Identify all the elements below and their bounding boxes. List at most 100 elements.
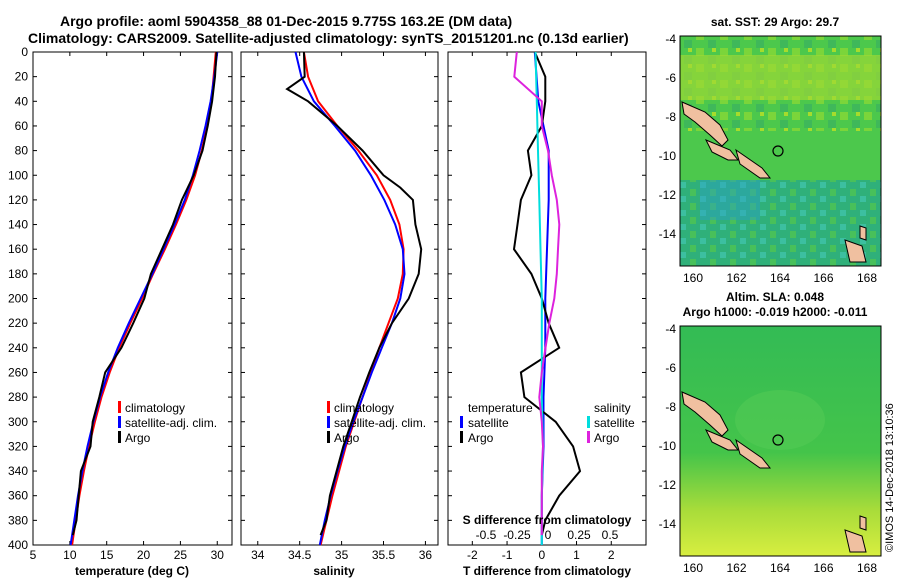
- depth-tick-label: 160: [8, 242, 28, 256]
- depth-tick-label: 340: [8, 464, 28, 478]
- legend-climatology: climatology: [334, 401, 394, 415]
- x-tick-label: 25: [174, 548, 188, 562]
- legend-s-satellite: satellite: [594, 416, 635, 430]
- map-x-tick-label: 168: [857, 271, 877, 285]
- map-y-tick-label: -6: [665, 361, 676, 375]
- map-y-tick-label: -4: [665, 32, 676, 46]
- plot-frame: [32, 51, 233, 546]
- sla-island-2: [704, 429, 740, 451]
- legend-swatch-satellite: [327, 416, 330, 428]
- map-y-tick-label: -8: [665, 400, 676, 414]
- difference-panel: -2 -1 0 1 2 -0.5 -0.25 0 0.25 0.5: [447, 51, 647, 562]
- figure-title-line1: Argo profile: aoml 5904358_88 01-Dec-201…: [60, 13, 512, 29]
- legend-swatch-climatology: [327, 401, 330, 413]
- legend-swatch-s-argo: [587, 431, 590, 443]
- depth-tick-label: 60: [15, 119, 29, 133]
- legend-swatch-argo: [327, 431, 330, 443]
- sst-map: [679, 35, 882, 267]
- x-tick-label: 5: [30, 548, 37, 562]
- legend-swatch-satellite: [118, 416, 121, 428]
- s-diff-tick-label: 0.5: [602, 528, 619, 542]
- series-line-satellite-adj-clim-: [294, 51, 406, 546]
- sla-map-frame: [679, 325, 882, 557]
- s-difference-axis-label: S difference from climatology: [463, 513, 632, 527]
- map-y-tick-label: -12: [659, 478, 677, 492]
- map-x-tick-label: 162: [726, 271, 746, 285]
- map-x-tick-label: 160: [683, 561, 703, 575]
- series-line-argo: [71, 51, 218, 536]
- depth-tick-label: 40: [15, 94, 29, 108]
- sla-island-4: [844, 529, 867, 553]
- depth-tick-label: 120: [8, 193, 28, 207]
- sla-map: [679, 325, 882, 557]
- series-line-argo: [285, 51, 423, 536]
- salinity-axis-label: salinity: [313, 564, 355, 578]
- series-line-s-argo: [513, 51, 561, 536]
- map-y-tick-label: -14: [659, 517, 677, 531]
- x-tick-label: 0: [538, 548, 545, 562]
- x-tick-label: 1: [573, 548, 580, 562]
- legend-swatch-argo: [118, 431, 121, 443]
- depth-tick-label: 140: [8, 218, 28, 232]
- sla-map-title-line1: Altim. SLA: 0.048: [726, 290, 824, 304]
- legend-argo: Argo: [334, 431, 360, 445]
- sst-island-4: [844, 239, 867, 263]
- x-tick-label: 30: [211, 548, 225, 562]
- depth-axis-labels: 0 20 40 60 80 100 120 140 160 180 200 220 240 260 280 3…: [8, 45, 28, 552]
- depth-tick-label: 180: [8, 267, 28, 281]
- sst-map-yellow-band: [680, 55, 881, 100]
- salinity-panel: 34 34.5 35 35.5 36: [240, 51, 439, 562]
- sst-island-2: [704, 139, 740, 161]
- series-line-t-argo: [512, 51, 582, 536]
- imos-watermark: ©IMOS 14-Dec-2018 13:10:36: [884, 403, 896, 552]
- x-tick-label: 35: [335, 548, 349, 562]
- legend-s-argo: Argo: [594, 431, 620, 445]
- difference-legend: temperature satellite Argo salinity sate…: [460, 401, 635, 445]
- map-y-tick-label: -6: [665, 71, 676, 85]
- sla-map-ticks: 160 162 164 166 168 -4 -6 -8 -10 -12 -14: [659, 322, 878, 575]
- sla-map-feature: [735, 390, 825, 450]
- legend-t-argo: Argo: [468, 431, 494, 445]
- depth-tick-label: 320: [8, 439, 28, 453]
- legend-swatch-t-satellite: [460, 416, 463, 428]
- sst-map-title: sat. SST: 29 Argo: 29.7: [711, 15, 840, 29]
- map-y-tick-label: -8: [665, 110, 676, 124]
- x-tick-label: 15: [100, 548, 114, 562]
- depth-tick-label: 220: [8, 316, 28, 330]
- series-line-climatology: [302, 51, 405, 546]
- depth-tick-label: 100: [8, 168, 28, 182]
- legend-climatology: climatology: [125, 401, 185, 415]
- depth-tick-label: 280: [8, 390, 28, 404]
- depth-tick-label: 0: [21, 45, 28, 59]
- s-diff-tick-label: -0.25: [503, 528, 531, 542]
- depth-tick-label: 400: [8, 538, 28, 552]
- map-x-tick-label: 168: [857, 561, 877, 575]
- depth-tick-label: 260: [8, 365, 28, 379]
- x-tick-label: 2: [608, 548, 615, 562]
- s-diff-tick-label: 0: [545, 528, 552, 542]
- s-diff-tick-label: -0.5: [476, 528, 497, 542]
- x-tick-label: 34: [251, 548, 265, 562]
- temperature-panel: 5 10 15 20 25 30: [30, 51, 233, 562]
- legend-temperature-heading: temperature: [468, 401, 533, 415]
- sst-island-1: [681, 101, 729, 147]
- x-tick-label: -1: [502, 548, 513, 562]
- depth-tick-label: 380: [8, 513, 28, 527]
- map-y-tick-label: -10: [659, 149, 677, 163]
- sst-map-blue-patch: [700, 180, 760, 220]
- map-x-tick-label: 162: [726, 561, 746, 575]
- map-x-tick-label: 166: [813, 561, 833, 575]
- sla-argo-location-marker: [772, 434, 784, 446]
- sst-map-ticks: 160 162 164 166 168 -4 -6 -8 -10 -12 -14: [659, 32, 878, 285]
- sla-island-5: [859, 515, 867, 531]
- legend-satellite: satellite-adj. clim.: [334, 416, 426, 430]
- plot-frame: [447, 51, 647, 546]
- depth-tick-label: 360: [8, 489, 28, 503]
- depth-tick-label: 80: [15, 144, 29, 158]
- legend-satellite: satellite-adj. clim.: [125, 416, 217, 430]
- map-x-tick-label: 166: [813, 271, 833, 285]
- legend-swatch-t-argo: [460, 431, 463, 443]
- sst-map-frame: [679, 35, 882, 267]
- x-tick-label: -2: [467, 548, 478, 562]
